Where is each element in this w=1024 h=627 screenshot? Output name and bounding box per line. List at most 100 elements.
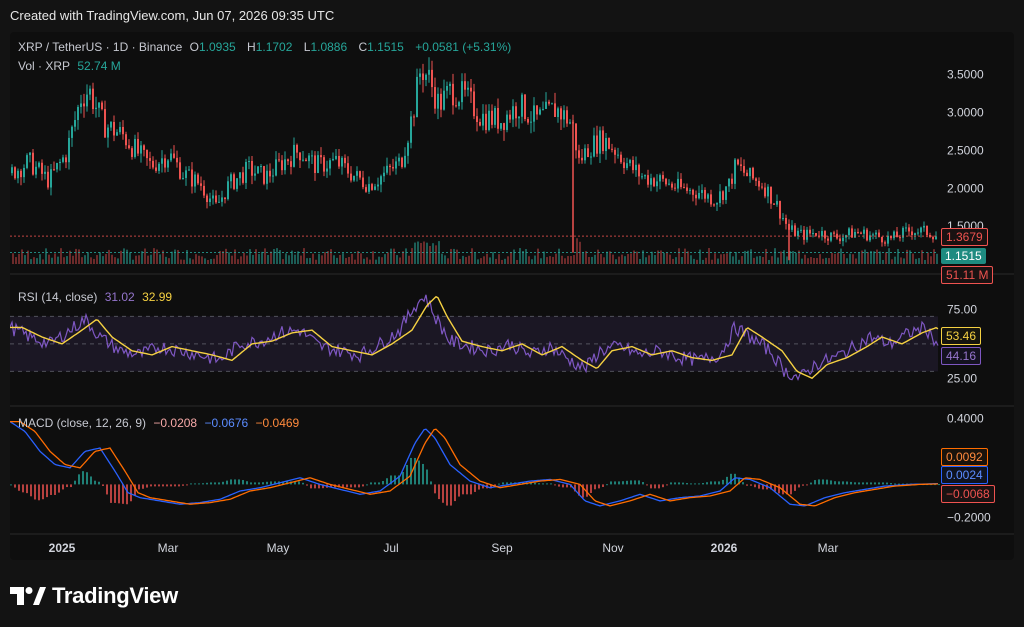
footer: TradingView xyxy=(10,576,178,616)
macd-histogram-bar xyxy=(262,482,264,485)
tradingview-brand[interactable]: TradingView xyxy=(52,583,178,608)
candle-body xyxy=(548,101,550,104)
volume-bar xyxy=(837,252,839,264)
volume-bar xyxy=(426,242,428,264)
volume-bar xyxy=(273,249,275,264)
macd-histogram-bar xyxy=(762,484,764,490)
chart-panel[interactable]: 3.5000 3.0000 2.5000 2.0000 1.5000 75.00 25.00… xyxy=(10,32,1014,560)
volume-bar xyxy=(45,248,47,264)
volume-bar xyxy=(342,253,344,264)
volume-bar xyxy=(522,250,524,264)
candle-body xyxy=(677,178,679,189)
macd-histogram-bar xyxy=(342,484,344,488)
candle-body xyxy=(902,227,904,238)
macd-histogram-bar xyxy=(166,484,168,487)
macd-histogram-bar xyxy=(870,482,872,485)
candle-body xyxy=(686,187,688,191)
macd-histogram-bar xyxy=(806,484,808,486)
candle-body xyxy=(566,110,568,124)
volume-bar xyxy=(252,254,254,264)
volume-bar xyxy=(564,258,566,264)
macd-histogram-bar xyxy=(898,483,900,485)
candle-body xyxy=(308,155,310,162)
candle-body xyxy=(647,175,649,185)
rsi-label[interactable]: RSI (14, close) xyxy=(18,290,98,304)
volume-bar xyxy=(891,259,893,264)
candle-body xyxy=(89,88,91,95)
symbol-label[interactable]: XRP / TetherUS · 1D · Binance xyxy=(18,40,183,54)
volume-label[interactable]: Vol · XRP xyxy=(18,59,71,73)
macd-histogram-bar xyxy=(470,484,472,495)
candle-body xyxy=(17,170,19,179)
volume-bar xyxy=(441,253,443,264)
candle-body xyxy=(596,135,598,154)
candle-body xyxy=(281,160,283,171)
candle-body xyxy=(428,69,430,75)
volume-bar xyxy=(57,256,59,264)
macd-label[interactable]: MACD (close, 12, 26, 9) xyxy=(18,416,147,430)
macd-histogram-bar xyxy=(210,482,212,485)
macd-histogram-bar xyxy=(714,481,716,485)
candle-body xyxy=(326,168,328,172)
candle-body xyxy=(707,194,709,199)
time-tick-label: Mar xyxy=(158,541,179,555)
volume-bar xyxy=(189,258,191,264)
macd-histogram-bar xyxy=(674,482,676,485)
macd-histogram-bar xyxy=(374,482,376,485)
close-label: C xyxy=(358,40,368,54)
candle-body xyxy=(233,174,235,189)
candle-body xyxy=(401,157,403,167)
candle-body xyxy=(389,165,391,168)
macd-histogram-bar xyxy=(738,477,740,485)
candle-body xyxy=(659,175,661,182)
volume-bar xyxy=(153,248,155,264)
volume-bar xyxy=(795,252,797,264)
candle-body xyxy=(101,102,103,110)
candle-body xyxy=(71,126,73,138)
candle-body xyxy=(671,183,673,188)
volume-bar xyxy=(309,257,311,264)
volume-bar xyxy=(732,256,734,264)
candle-body xyxy=(221,197,223,202)
volume-bar xyxy=(183,259,185,264)
macd-histogram-bar xyxy=(298,481,300,485)
candle-body xyxy=(74,120,76,127)
candle-body xyxy=(545,101,547,109)
candle-body xyxy=(329,160,331,169)
volume-bar xyxy=(894,256,896,264)
macd-histogram-bar xyxy=(478,484,480,490)
candle-body xyxy=(299,152,301,161)
macd-histogram-bar xyxy=(338,484,340,488)
volume-bar xyxy=(864,249,866,264)
candle-body xyxy=(611,148,613,150)
candle-body xyxy=(116,132,118,136)
candle-body xyxy=(140,145,142,154)
volume-bar xyxy=(912,253,914,264)
candle-body xyxy=(206,195,208,203)
volume-bar xyxy=(150,254,152,264)
candle-body xyxy=(182,177,184,179)
macd-histogram-bar xyxy=(506,482,508,485)
candle-body xyxy=(665,178,667,185)
chart-svg[interactable]: 3.50003.00002.50002.00001.500075.0025.00… xyxy=(10,32,1014,560)
volume-bar xyxy=(399,257,401,264)
macd-histogram-bar xyxy=(362,484,364,487)
volume-bar xyxy=(678,248,680,264)
candle-body xyxy=(824,231,826,239)
volume-bar xyxy=(741,256,743,264)
macd-histogram-bar xyxy=(574,484,576,492)
candle-body xyxy=(122,126,124,135)
high-value: 1.1702 xyxy=(255,40,293,54)
macd-histogram-bar xyxy=(690,483,692,485)
volume-bar xyxy=(498,254,500,264)
macd-histogram-bar xyxy=(418,460,420,485)
macd-histogram-bar xyxy=(398,475,400,485)
macd-histogram-bar xyxy=(814,480,816,485)
candle-body xyxy=(47,171,49,188)
candle-body xyxy=(263,166,265,184)
macd-hist-value: −0.0208 xyxy=(153,416,198,430)
macd-histogram-bar xyxy=(318,484,320,489)
candle-body xyxy=(863,229,865,234)
candle-body xyxy=(893,231,895,239)
candle-body xyxy=(731,178,733,184)
